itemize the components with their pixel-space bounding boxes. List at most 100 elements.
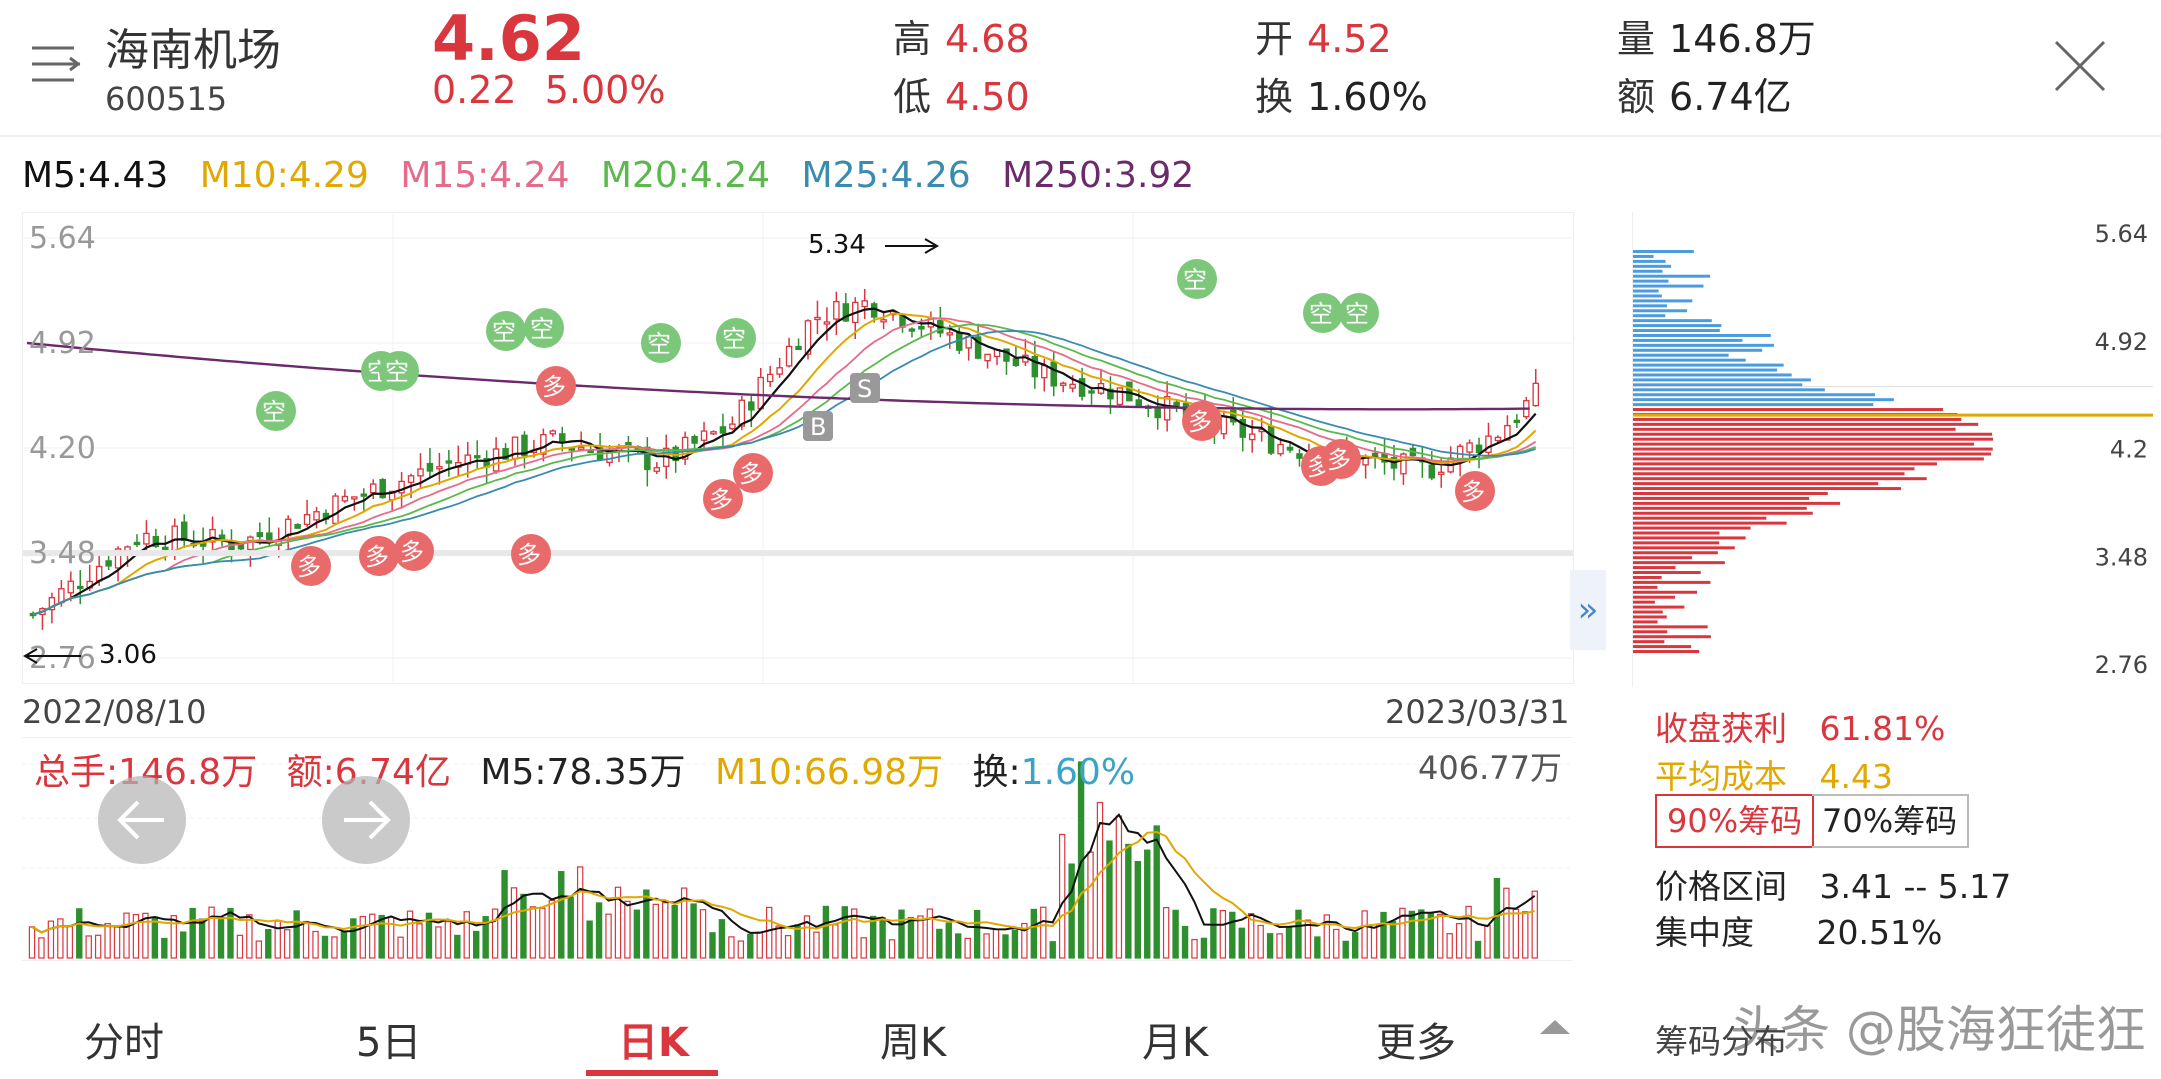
candle-body xyxy=(1230,409,1237,423)
chip-bar xyxy=(1633,610,1663,614)
chip-bar xyxy=(1633,378,1811,382)
chip-bar xyxy=(1633,501,1841,505)
low-value: 4.50 xyxy=(945,75,1030,119)
volume-bar xyxy=(775,925,782,959)
close-icon[interactable] xyxy=(2050,36,2110,96)
buy-signal-label: 多 xyxy=(517,541,541,569)
volume-bar xyxy=(217,917,225,959)
chip-bar xyxy=(1633,580,1711,584)
amount-field: 额 6.74亿 xyxy=(1617,75,1792,119)
volume-bar xyxy=(1096,801,1104,959)
candle-body xyxy=(1031,355,1039,378)
candle-body xyxy=(757,376,764,410)
chip-bar xyxy=(1633,299,1693,303)
volume-bar xyxy=(520,893,527,959)
expand-chips-button[interactable]: » xyxy=(1570,570,1606,650)
buy-signal-label: 多 xyxy=(297,553,321,581)
volume-turnover: 1.60% xyxy=(1020,752,1136,793)
profit-value: 61.81% xyxy=(1819,709,1946,748)
tab-fenshi[interactable]: 分时 xyxy=(84,1020,164,1066)
chip-y-tick: 4.92 xyxy=(2095,328,2148,356)
kline-y-tick: 5.64 xyxy=(29,221,96,256)
volume-bar xyxy=(1522,911,1529,959)
chip-bar xyxy=(1633,250,1694,254)
chip-bar xyxy=(1633,630,1668,634)
volume-bar xyxy=(312,930,319,959)
volume-bar xyxy=(38,937,45,959)
volume-svg xyxy=(22,761,1572,959)
candle-body xyxy=(946,332,954,336)
candle-body xyxy=(1296,453,1303,459)
volume-bar xyxy=(756,931,763,959)
volume-bar xyxy=(94,934,102,959)
volume-bar xyxy=(1380,911,1387,959)
chip-bar xyxy=(1633,575,1662,579)
volume-bar xyxy=(709,932,716,959)
candle-body xyxy=(700,430,708,441)
volume-bar xyxy=(869,915,877,959)
candle-body xyxy=(1003,348,1010,362)
volume-bar xyxy=(765,906,773,959)
tab-weekly-k[interactable]: 周K xyxy=(880,1020,947,1066)
volume-bar xyxy=(321,935,329,959)
candle-body xyxy=(332,495,339,524)
sell-signal-icon xyxy=(524,308,564,348)
chip-y-tick: 4.2 xyxy=(2110,436,2148,464)
tab-more[interactable]: 更多 xyxy=(1376,1020,1456,1066)
candle-body xyxy=(710,431,717,435)
volume-bar xyxy=(851,908,858,959)
volume-bar xyxy=(605,913,612,959)
tab-5day[interactable]: 5日 xyxy=(356,1020,422,1066)
collapse-arrow-icon[interactable] xyxy=(1540,1020,1570,1034)
sell-signal-icon xyxy=(256,391,296,431)
candle-body xyxy=(436,466,443,470)
sell-signal-label: 空 xyxy=(1309,300,1333,328)
prev-arrow-button[interactable] xyxy=(98,776,186,864)
sell-signal-label: 空 xyxy=(262,398,286,426)
turnover-value: 1.60% xyxy=(1307,75,1428,119)
volume-bar xyxy=(576,866,584,959)
sell-signal-label: 空 xyxy=(1345,300,1369,328)
volume-bar xyxy=(1238,927,1245,959)
volume-bar xyxy=(879,917,886,959)
kline-y-tick: 4.92 xyxy=(29,326,96,361)
volume-bar xyxy=(208,906,215,959)
chip-90-button[interactable]: 90%筹码 xyxy=(1655,794,1815,848)
chip-bar xyxy=(1633,506,1807,510)
volume-bar xyxy=(633,909,641,959)
chip-70-button[interactable]: 70%筹码 xyxy=(1812,794,1970,848)
volume-bar xyxy=(624,900,631,959)
volume-bar xyxy=(813,931,820,959)
volume-bar xyxy=(595,902,603,959)
kline-y-tick: 2.76 xyxy=(29,641,96,676)
volume-chart[interactable] xyxy=(22,737,1572,961)
candle-body xyxy=(880,319,887,323)
menu-icon[interactable] xyxy=(30,42,82,86)
chip-y-tick: 2.76 xyxy=(2095,651,2148,679)
volume-bar xyxy=(444,921,452,959)
volume-bar xyxy=(718,919,726,959)
next-arrow-button[interactable] xyxy=(322,776,410,864)
candle-body xyxy=(1239,418,1247,438)
volume-bar xyxy=(454,934,461,959)
watermark: 头条 @股海狂徒狂 xyxy=(1730,1001,2146,1059)
concentration-stat: 集中度 20.51% xyxy=(1655,913,1943,952)
candle-body xyxy=(379,478,386,499)
buy-signal-icon xyxy=(733,453,773,493)
chip-bar xyxy=(1633,254,1654,258)
chip-bar xyxy=(1633,358,1746,362)
candle-body xyxy=(918,325,925,330)
chip-bar xyxy=(1633,329,1720,333)
volume-bar xyxy=(1465,905,1472,959)
tab-daily-k[interactable]: 日K xyxy=(618,1020,689,1066)
tab-monthly-k[interactable]: 月K xyxy=(1142,1020,1209,1066)
sell-signal-label: 空 xyxy=(647,330,671,358)
candle-body xyxy=(114,548,122,569)
volume-bar xyxy=(1474,940,1482,959)
volume-bar xyxy=(888,939,896,959)
volume-bar xyxy=(47,920,55,959)
chip-bar xyxy=(1633,595,1676,599)
candle-body xyxy=(294,524,301,529)
buy-signal-label: 多 xyxy=(542,373,566,401)
